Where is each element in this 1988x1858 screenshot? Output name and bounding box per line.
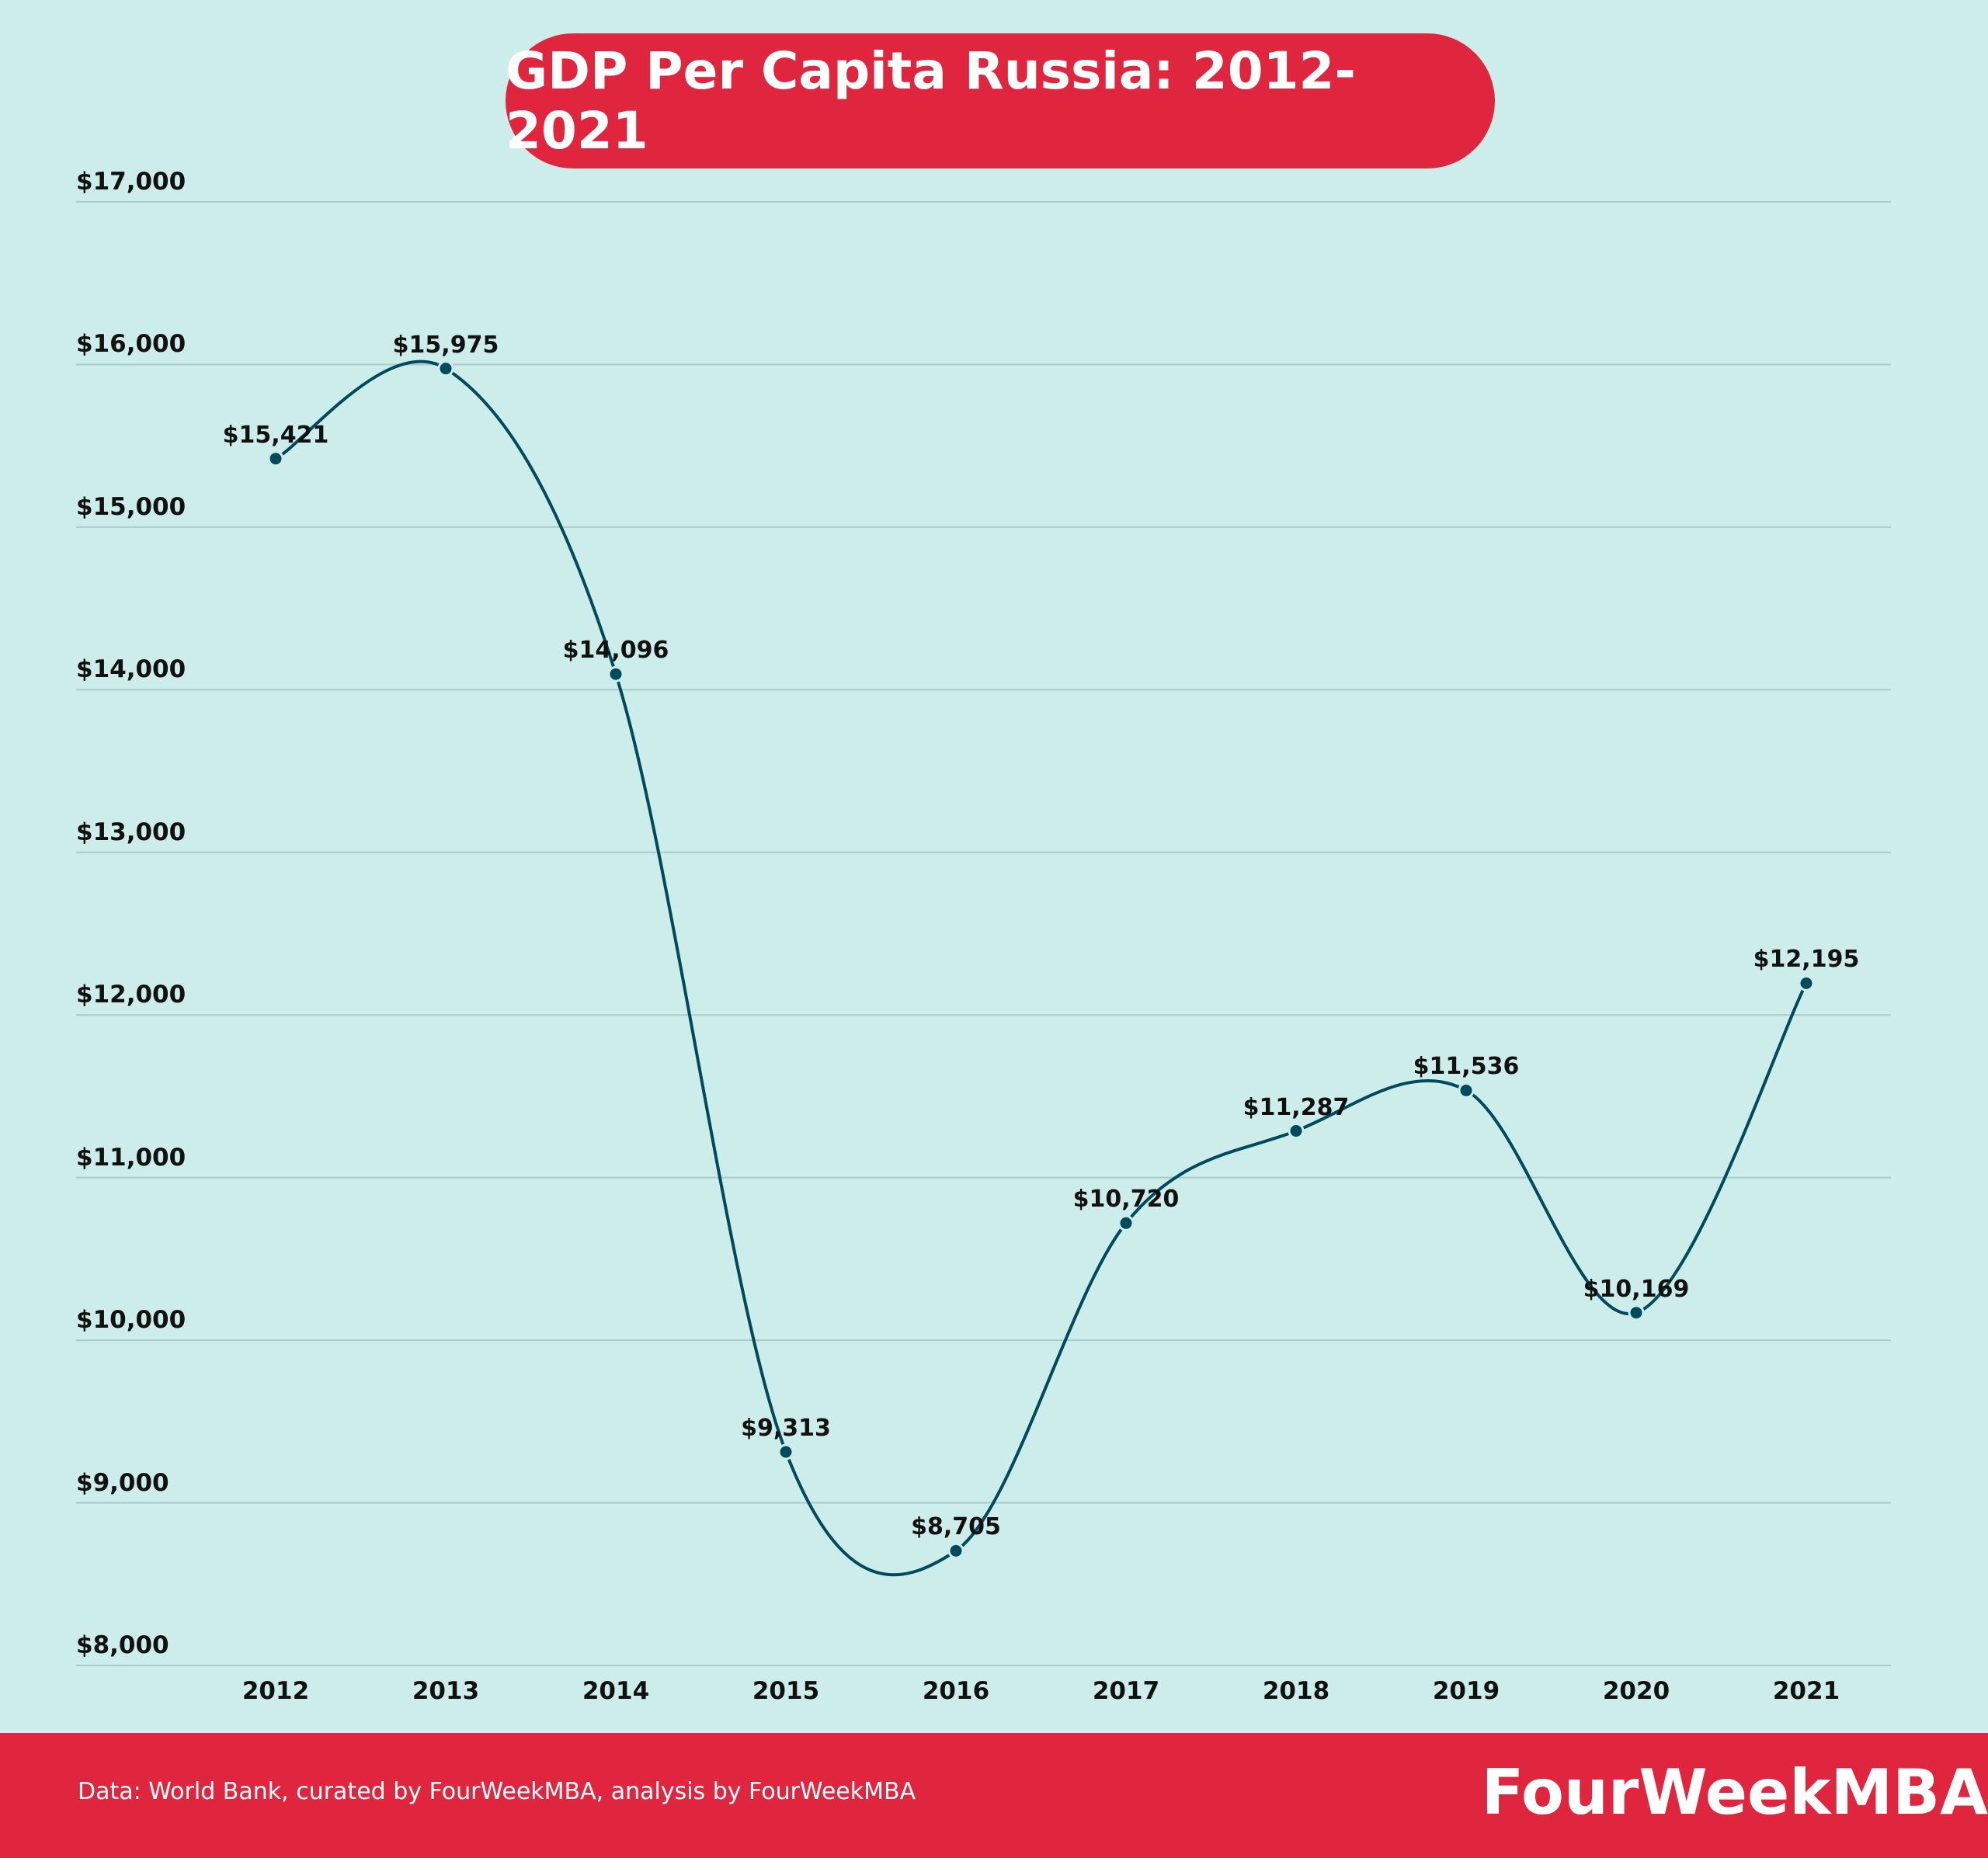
y-tick-label: $11,000 [76,1143,186,1172]
source-note: Data: World Bank, curated by FourWeekMBA… [78,1778,916,1805]
x-tick-label: 2013 [412,1677,480,1705]
y-tick-label: $8,000 [76,1631,169,1659]
data-point-marker [777,1443,794,1460]
data-point-label: $8,705 [911,1513,1001,1541]
x-tick-label: 2015 [752,1677,820,1705]
x-tick-label: 2020 [1602,1677,1670,1705]
data-point-label: $12,195 [1753,946,1860,974]
data-point-label: $10,720 [1072,1186,1180,1214]
x-tick-label: 2018 [1262,1677,1330,1705]
x-tick-label: 2014 [582,1677,650,1705]
y-tick-label: $12,000 [76,981,186,1009]
data-point-label: $11,536 [1413,1053,1520,1081]
y-tick-label: $15,000 [76,492,186,521]
data-point-marker [1117,1214,1135,1231]
y-tick-label: $17,000 [76,168,186,196]
gridlines [76,201,1891,1666]
series-line [275,359,1808,1577]
data-point-marker [947,1542,964,1559]
x-tick-label: 2017 [1092,1677,1160,1705]
title-banner: GDP Per Capita Russia: 2012-2021 [506,33,1495,168]
data-point-marker [267,450,284,467]
data-point-marker [1628,1304,1645,1321]
data-point-label: $15,421 [222,421,329,449]
data-point-label: $10,169 [1583,1275,1690,1303]
y-tick-label: $10,000 [76,1306,186,1335]
data-point-label: $15,975 [392,331,499,359]
data-point-label: $14,096 [562,637,669,665]
data-point-label: $11,287 [1242,1093,1350,1121]
data-markers [267,360,1815,1559]
x-tick-label: 2019 [1432,1677,1500,1705]
x-tick-label: 2021 [1772,1677,1840,1705]
data-point-marker [1798,974,1815,992]
y-tick-label: $13,000 [76,818,186,846]
data-point-marker [1458,1082,1475,1099]
x-tick-label: 2016 [922,1677,990,1705]
footer-bar: Data: World Bank, curated by FourWeekMBA… [0,1733,1988,1858]
x-tick-label: 2012 [242,1677,310,1705]
brand-logo: FourWeekMBA [1481,1756,1988,1828]
data-point-marker [437,360,454,377]
data-point-marker [1288,1123,1305,1140]
y-tick-label: $9,000 [76,1468,169,1497]
y-tick-label: $16,000 [76,330,186,359]
y-tick-label: $14,000 [76,655,186,684]
line-chart [76,201,1891,1666]
data-point-label: $9,313 [741,1414,831,1442]
chart-title: GDP Per Capita Russia: 2012-2021 [506,41,1356,161]
data-point-marker [607,665,624,682]
